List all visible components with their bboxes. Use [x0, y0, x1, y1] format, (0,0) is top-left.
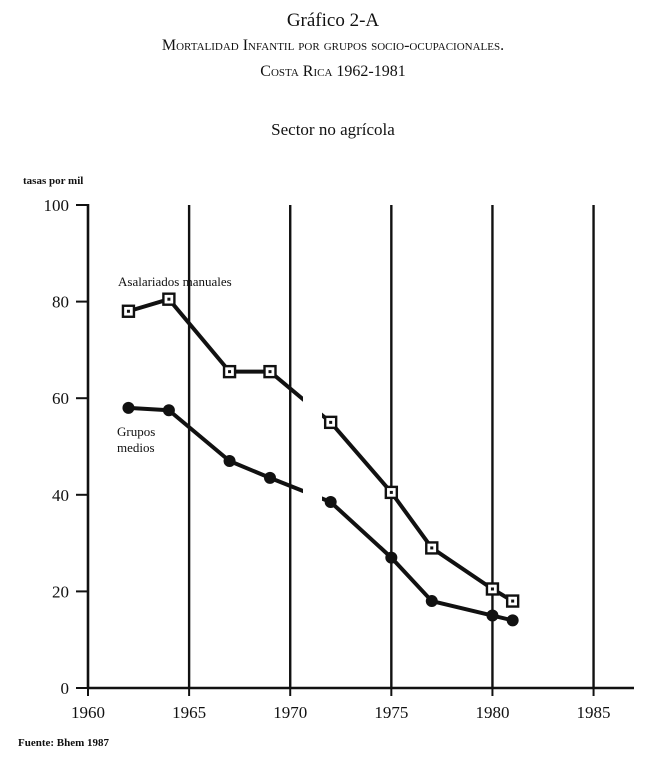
data-point-s1-1980: [486, 609, 499, 622]
x-tick-label-1965: 1965: [172, 703, 206, 722]
annotation-grupos-medios: Grupos medios: [117, 424, 155, 455]
y-axis-label: tasas por mil: [23, 175, 83, 187]
figure-label: Gráfico 2-A: [286, 10, 380, 31]
annotation-line-1: Grupos: [117, 424, 155, 439]
x-tick-label-1970: 1970: [273, 703, 307, 722]
data-point-dot-s0-1964: [167, 297, 171, 301]
x-tick-label-1985: 1985: [577, 703, 611, 722]
chart-title: Mortalidad Infantil por grupos socio-ocu…: [161, 37, 505, 54]
annotation-asalariados-manuales: Asalariados manuales: [118, 274, 232, 289]
axis-break-gap: [303, 360, 322, 520]
data-point-dot-s0-1975: [389, 490, 393, 494]
data-point-dot-s0-1980: [490, 587, 494, 591]
data-point-s1-1977: [425, 595, 438, 608]
x-tick-label-1960: 1960: [71, 703, 105, 722]
data-point-s1-1972: [324, 496, 337, 509]
data-point-s1-1964: [162, 404, 175, 417]
x-tick-label-1980: 1980: [475, 703, 509, 722]
data-point-s1-1969: [264, 471, 276, 484]
data-point-s1-1975: [385, 551, 398, 564]
y-tick-label-20: 20: [52, 582, 69, 601]
data-point-dot-s0-1977: [430, 546, 434, 550]
data-point-s1-1962: [122, 401, 135, 414]
panel-title: Sector no agrícola: [271, 120, 395, 139]
data-point-s1-1967: [223, 454, 236, 467]
line-chart: 0 20 40 60 80 100 1960 1965 1970 1975 1980 1985 tasa…: [23, 175, 634, 722]
data-point-dot-s0-1962: [126, 309, 130, 313]
data-point-dot-s0-1981: [511, 599, 515, 603]
x-tick-label-1975: 1975: [374, 703, 408, 722]
data-point-s1-1981: [506, 614, 519, 627]
y-tick-label-40: 40: [52, 486, 69, 505]
y-tick-label-100: 100: [44, 196, 70, 215]
y-tick-label-0: 0: [61, 679, 70, 698]
y-tick-label-80: 80: [52, 293, 69, 312]
data-point-dot-s0-1972: [329, 420, 333, 424]
chart-subtitle: Costa Rica 1962-1981: [260, 63, 406, 80]
data-point-dot-s0-1967: [228, 370, 232, 374]
data-point-dot-s0-1969: [268, 370, 272, 374]
annotation-line-2: medios: [117, 440, 155, 455]
y-tick-label-60: 60: [52, 389, 69, 408]
source-note: Fuente: Bhem 1987: [18, 737, 110, 749]
